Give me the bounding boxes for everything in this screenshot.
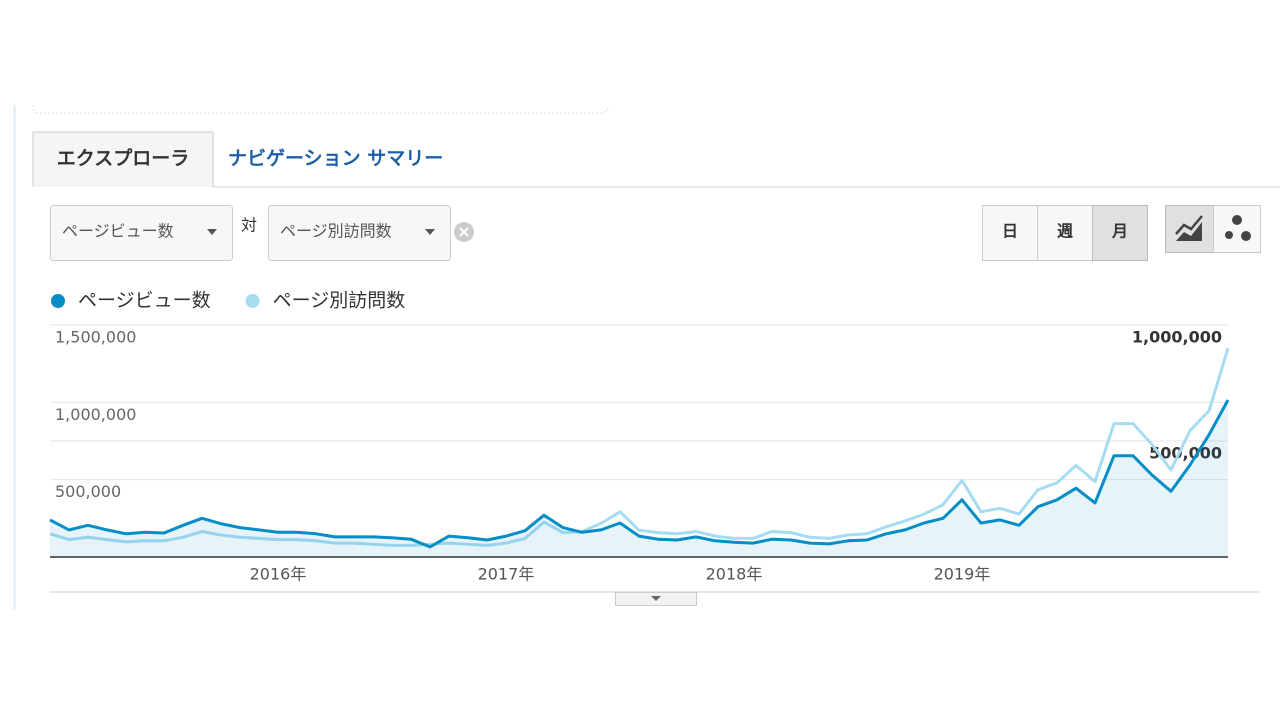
legend-dot	[51, 294, 65, 308]
dropdown-label: ページ別訪問数	[280, 222, 392, 241]
x-tick-label: 2016年	[250, 565, 307, 584]
line-icon	[1175, 215, 1203, 235]
period-label: 週	[1057, 222, 1073, 241]
x-tick-label: 2018年	[706, 565, 763, 584]
side-strip	[13, 105, 16, 610]
tab-label[interactable]: ナビゲーション サマリー	[228, 148, 443, 170]
dropdown-arrow	[207, 229, 217, 235]
top-box	[32, 104, 609, 114]
legend-label: ページ別訪問数	[273, 290, 406, 312]
y2-tick-label: 500,000	[1149, 444, 1222, 463]
versus-label: 対	[241, 216, 257, 235]
dropdown[interactable]	[50, 205, 233, 261]
x-tick-label: 2017年	[478, 565, 535, 584]
x-tick-label: 2019年	[934, 565, 991, 584]
legend-label: ページビュー数	[78, 290, 211, 312]
dropdown-label: ページビュー数	[62, 222, 174, 241]
legend-dot	[245, 294, 260, 308]
y-tick-label: 500,000	[55, 482, 121, 501]
line-chart-button[interactable]	[1165, 205, 1214, 253]
period-button[interactable]	[1092, 205, 1148, 261]
period-button[interactable]	[1037, 205, 1093, 261]
period-label: 月	[1111, 222, 1128, 241]
series-area	[50, 400, 1228, 557]
tab-active[interactable]	[32, 131, 214, 187]
series-line	[49, 347, 1230, 547]
y-tick-label: 1,500,000	[55, 328, 136, 347]
dropdown[interactable]	[268, 205, 451, 261]
expand-arrow	[651, 596, 661, 601]
y2-tick-label: 1,000,000	[1132, 328, 1222, 347]
tab-label[interactable]: エクスプローラ	[57, 147, 189, 170]
motion-chart-button[interactable]	[1213, 205, 1261, 253]
y-tick-label: 1,000,000	[55, 405, 136, 424]
clear-button[interactable]	[454, 222, 474, 242]
period-button[interactable]	[982, 205, 1038, 261]
bubble-icon	[1225, 215, 1251, 241]
line-icon	[1176, 222, 1202, 241]
dropdown-arrow	[425, 229, 435, 235]
series-line	[49, 399, 1230, 549]
period-label: 日	[1002, 222, 1018, 241]
